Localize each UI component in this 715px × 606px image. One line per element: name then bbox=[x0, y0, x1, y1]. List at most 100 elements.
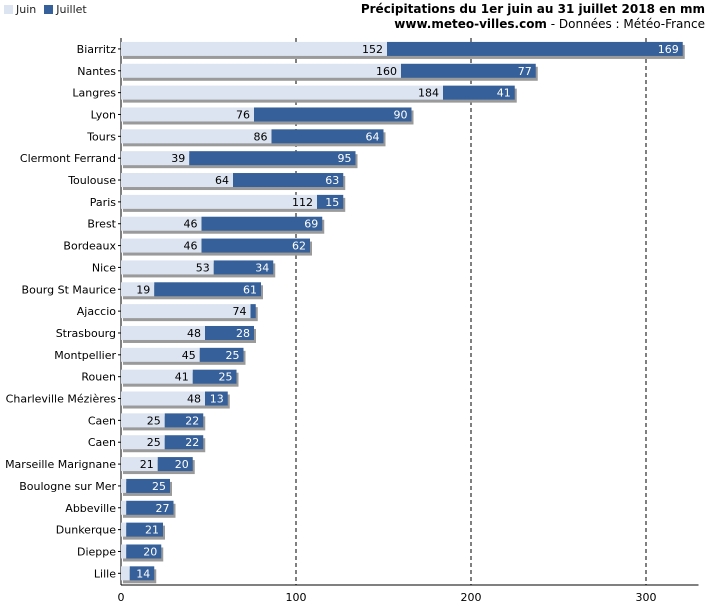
data-label-juin: 45 bbox=[182, 349, 196, 362]
data-label-juillet: 61 bbox=[243, 283, 257, 296]
bar-juin bbox=[121, 566, 130, 581]
bar-juillet bbox=[199, 347, 244, 362]
x-tick-label: 0 bbox=[118, 591, 125, 604]
chart-title: Précipitations du 1er juin au 31 juillet… bbox=[360, 2, 705, 16]
bar-juin bbox=[121, 282, 155, 297]
legend-swatch-juin bbox=[4, 5, 13, 14]
bar-juin bbox=[121, 41, 387, 56]
bar-juin bbox=[121, 304, 251, 319]
bar-juillet bbox=[189, 151, 356, 166]
data-label-juin: 112 bbox=[292, 196, 313, 209]
chart-header: Précipitations du 1er juin au 31 juillet… bbox=[361, 2, 705, 32]
data-label-juin: 64 bbox=[215, 174, 229, 187]
bar-juillet bbox=[205, 391, 228, 406]
bar-juillet bbox=[126, 478, 170, 493]
data-label-juillet: 28 bbox=[236, 327, 250, 340]
category-label: Montpellier bbox=[54, 349, 116, 362]
bar-juillet bbox=[205, 325, 254, 340]
bar-juin bbox=[121, 173, 233, 188]
data-label-juillet: 34 bbox=[255, 261, 269, 274]
bar-juin bbox=[121, 238, 202, 253]
data-label-juillet: 27 bbox=[156, 502, 170, 515]
x-tick-label: 200 bbox=[461, 591, 482, 604]
legend-item-juillet[interactable]: Juillet bbox=[44, 3, 87, 16]
data-label-juin: 41 bbox=[175, 371, 189, 384]
bar-juin bbox=[121, 85, 443, 100]
legend-item-juin[interactable]: Juin bbox=[4, 3, 36, 16]
category-label: Biarritz bbox=[77, 43, 117, 56]
category-label: Abbeville bbox=[65, 502, 116, 515]
bar-juin bbox=[121, 129, 272, 144]
bar-juillet bbox=[126, 544, 162, 559]
data-label-juin: 76 bbox=[236, 108, 250, 121]
category-label: Bourg St Maurice bbox=[22, 283, 117, 296]
bar-juillet bbox=[192, 369, 237, 384]
data-label-juin: 86 bbox=[254, 130, 268, 143]
data-label-juillet: 20 bbox=[175, 458, 189, 471]
data-label-juin: 53 bbox=[196, 261, 210, 274]
bar-juillet bbox=[443, 85, 515, 100]
bar-juillet bbox=[387, 41, 683, 56]
legend-label-juillet: Juillet bbox=[56, 3, 87, 16]
category-label: Bordeaux bbox=[63, 240, 116, 253]
bar-juillet bbox=[401, 63, 536, 78]
bar-juillet bbox=[213, 260, 274, 275]
bar-juillet bbox=[126, 522, 163, 537]
bar-juin bbox=[121, 194, 317, 209]
category-label: Ajaccio bbox=[77, 305, 116, 318]
category-label: Strasbourg bbox=[56, 327, 116, 340]
bar-juin bbox=[121, 457, 158, 472]
category-label: Dieppe bbox=[77, 545, 116, 558]
data-label-juillet: 41 bbox=[497, 87, 511, 100]
bar-juillet bbox=[201, 216, 323, 231]
bar-juin bbox=[121, 151, 190, 166]
bar-juin bbox=[121, 369, 193, 384]
site-link[interactable]: www.meteo-villes.com bbox=[394, 17, 547, 31]
data-label-juillet: 69 bbox=[304, 218, 318, 231]
category-label: Rouen bbox=[81, 371, 116, 384]
bar-juillet bbox=[317, 194, 344, 209]
data-label-juillet: 22 bbox=[185, 436, 199, 449]
bar-juin bbox=[121, 544, 127, 559]
data-label-juin: 39 bbox=[171, 152, 185, 165]
data-label-juillet: 95 bbox=[338, 152, 352, 165]
category-label: Nantes bbox=[77, 65, 116, 78]
category-label: Marseille Marignane bbox=[5, 458, 116, 471]
data-label-juin: 25 bbox=[147, 414, 161, 427]
category-label: Lille bbox=[94, 567, 116, 580]
data-label-juillet: 14 bbox=[136, 567, 150, 580]
data-label-juillet: 90 bbox=[394, 108, 408, 121]
bar-juillet bbox=[164, 413, 204, 428]
category-label: Caen bbox=[88, 436, 116, 449]
data-label-juin: 46 bbox=[184, 218, 198, 231]
data-label-juin: 48 bbox=[187, 327, 201, 340]
bar-juillet bbox=[154, 282, 261, 297]
category-label: Brest bbox=[87, 218, 116, 231]
bar-juin bbox=[121, 522, 127, 537]
bar-juin bbox=[121, 325, 205, 340]
data-label-juin: 160 bbox=[376, 65, 397, 78]
data-label-juillet: 64 bbox=[366, 130, 380, 143]
data-label-juin: 184 bbox=[418, 87, 439, 100]
category-label: Langres bbox=[72, 87, 116, 100]
legend: Juin Juillet bbox=[4, 3, 95, 16]
data-label-juin: 46 bbox=[184, 240, 198, 253]
category-label: Nice bbox=[92, 261, 116, 274]
data-label-juillet: 22 bbox=[185, 414, 199, 427]
data-label-juin: 152 bbox=[362, 43, 383, 56]
data-label-juillet: 25 bbox=[152, 480, 166, 493]
x-tick-label: 100 bbox=[286, 591, 307, 604]
data-label-juillet: 77 bbox=[518, 65, 532, 78]
bar-juillet bbox=[250, 304, 256, 319]
bar-juin bbox=[121, 413, 165, 428]
data-label-juin: 48 bbox=[187, 393, 201, 406]
category-label: Paris bbox=[90, 196, 116, 209]
bar-juillet bbox=[271, 129, 384, 144]
data-source: - Données : Météo-France bbox=[546, 17, 705, 31]
bar-juillet bbox=[201, 238, 310, 253]
bar-juillet bbox=[129, 566, 155, 581]
x-tick-label: 300 bbox=[636, 591, 657, 604]
data-label-juillet: 25 bbox=[219, 371, 233, 384]
data-label-juin: 19 bbox=[136, 283, 150, 296]
